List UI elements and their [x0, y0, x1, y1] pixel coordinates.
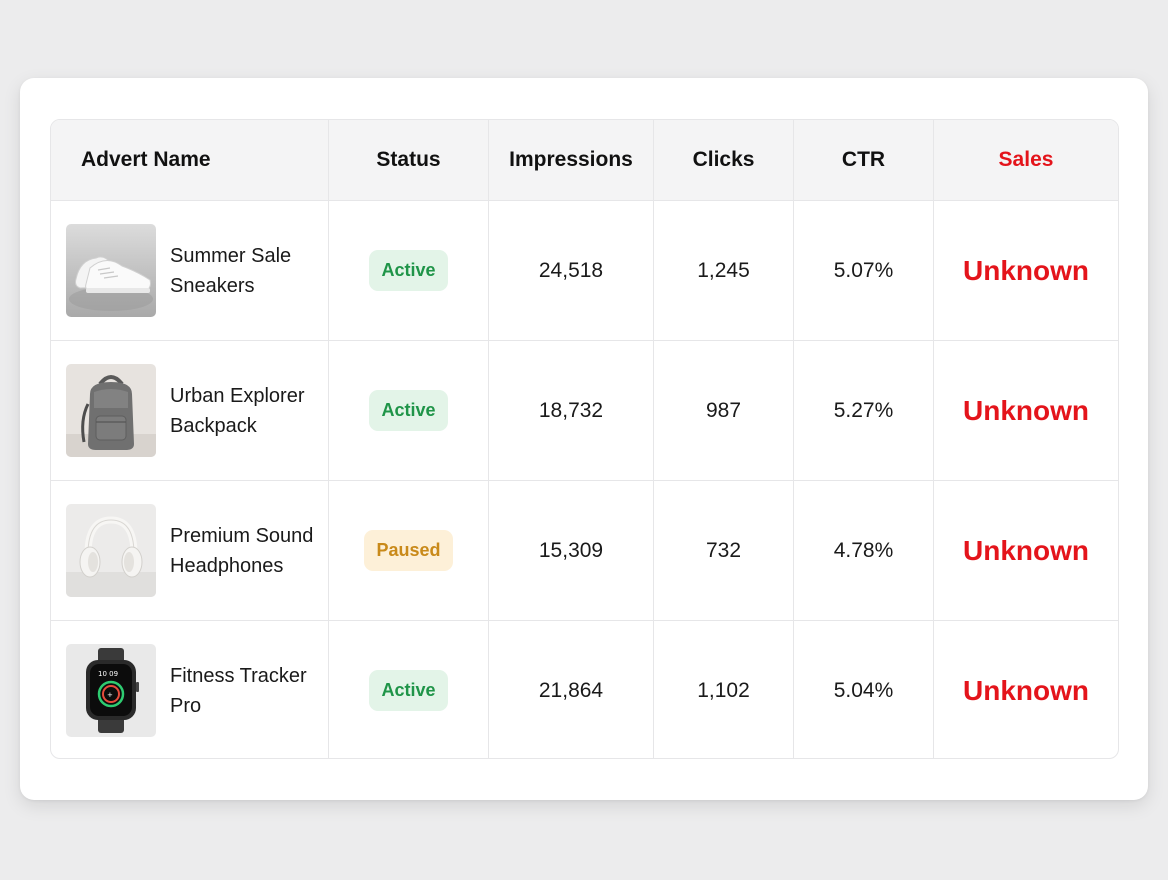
status-badge: Active — [369, 670, 448, 711]
advert-name[interactable]: Fitness Tracker Pro — [170, 664, 307, 717]
status-cell: Active — [329, 341, 489, 480]
ctr-cell: 5.04% — [794, 621, 934, 758]
sales-cell: Unknown — [934, 341, 1118, 480]
ctr-cell: 5.27% — [794, 341, 934, 480]
table-row[interactable]: Summer Sale Sneakers Active 24,518 1,245… — [51, 201, 1118, 341]
sales-value: Unknown — [963, 534, 1089, 566]
sales-cell: Unknown — [934, 621, 1118, 758]
sales-value: Unknown — [963, 394, 1089, 426]
advert-name[interactable]: Summer Sale Sneakers — [170, 244, 292, 297]
headphones-image — [66, 504, 156, 597]
adverts-card: Advert Name Status Impressions Clicks CT… — [20, 78, 1148, 800]
clicks-cell: 987 — [654, 341, 794, 480]
column-header-label: Impressions — [509, 148, 633, 171]
sales-value: Unknown — [963, 674, 1089, 706]
ctr-value: 5.04% — [833, 678, 894, 702]
status-badge: Paused — [364, 530, 453, 571]
sales-value: Unknown — [963, 254, 1089, 286]
ctr-cell: 4.78% — [794, 481, 934, 620]
column-header-label: Sales — [998, 148, 1054, 171]
advert-name[interactable]: Premium Sound Headphones — [170, 524, 314, 577]
status-badge: Active — [369, 250, 448, 291]
advert-name-cell: Urban Explorer Backpack — [51, 341, 329, 480]
status-cell: Active — [329, 621, 489, 758]
impressions-cell: 18,732 — [489, 341, 654, 480]
column-header-label: Status — [376, 148, 441, 171]
clicks-value: 1,102 — [697, 678, 750, 702]
column-header-label: Clicks — [692, 148, 755, 171]
column-header-label: CTR — [841, 148, 886, 171]
advert-name[interactable]: Urban Explorer Backpack — [170, 384, 305, 437]
column-header-advert-name[interactable]: Advert Name — [51, 120, 329, 200]
column-header-impressions[interactable]: Impressions — [489, 120, 654, 200]
column-header-label: Advert Name — [81, 148, 211, 171]
clicks-cell: 1,245 — [654, 201, 794, 340]
backpack-image — [66, 364, 156, 457]
impressions-value: 21,864 — [538, 678, 604, 702]
status-cell: Paused — [329, 481, 489, 620]
impressions-value: 24,518 — [538, 258, 604, 282]
table-row[interactable]: Urban Explorer Backpack Active 18,732 98… — [51, 341, 1118, 481]
sales-cell: Unknown — [934, 481, 1118, 620]
clicks-value: 1,245 — [697, 258, 750, 282]
advert-name-cell: Premium Sound Headphones — [51, 481, 329, 620]
sneakers-image — [66, 224, 156, 317]
impressions-cell: 21,864 — [489, 621, 654, 758]
ctr-value: 4.78% — [833, 538, 894, 562]
table-row[interactable]: 10 09 + Fitness Tracker Pro Active 21,86… — [51, 621, 1118, 758]
clicks-value: 732 — [705, 538, 742, 562]
sales-cell: Unknown — [934, 201, 1118, 340]
column-header-clicks[interactable]: Clicks — [654, 120, 794, 200]
column-header-status[interactable]: Status — [329, 120, 489, 200]
advert-name-cell: Summer Sale Sneakers — [51, 201, 329, 340]
advert-name-cell: 10 09 + Fitness Tracker Pro — [51, 621, 329, 758]
impressions-cell: 24,518 — [489, 201, 654, 340]
table-row[interactable]: Premium Sound Headphones Paused 15,309 7… — [51, 481, 1118, 621]
status-badge: Active — [369, 390, 448, 431]
svg-text:+: + — [107, 691, 113, 699]
impressions-cell: 15,309 — [489, 481, 654, 620]
table-header-row: Advert Name Status Impressions Clicks CT… — [51, 120, 1118, 201]
clicks-cell: 732 — [654, 481, 794, 620]
column-header-ctr[interactable]: CTR — [794, 120, 934, 200]
adverts-table: Advert Name Status Impressions Clicks CT… — [50, 119, 1119, 759]
smartwatch-image: 10 09 + — [66, 644, 156, 737]
impressions-value: 15,309 — [538, 538, 604, 562]
ctr-cell: 5.07% — [794, 201, 934, 340]
ctr-value: 5.27% — [833, 398, 894, 422]
column-header-sales[interactable]: Sales — [934, 120, 1118, 200]
clicks-cell: 1,102 — [654, 621, 794, 758]
impressions-value: 18,732 — [538, 398, 604, 422]
ctr-value: 5.07% — [833, 258, 894, 282]
clicks-value: 987 — [705, 398, 742, 422]
watch-time: 10 09 — [98, 670, 118, 678]
status-cell: Active — [329, 201, 489, 340]
